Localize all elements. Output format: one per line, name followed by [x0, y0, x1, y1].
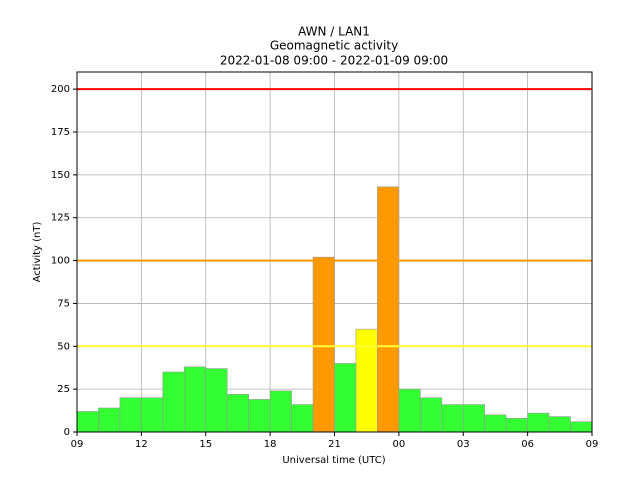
bar: [441, 404, 464, 433]
bar: [312, 256, 335, 433]
bar: [98, 407, 121, 433]
x-tick-label: 12: [135, 439, 148, 450]
x-axis-label: Universal time (UTC): [282, 455, 385, 466]
date-range: 2022-01-08 09:00 - 2022-01-09 09:00: [220, 54, 448, 68]
bar: [76, 411, 99, 433]
y-tick-label: 75: [57, 298, 70, 309]
bar: [355, 328, 378, 433]
x-tick-label: 15: [199, 439, 212, 450]
y-tick-label: 0: [64, 427, 70, 438]
bar: [205, 368, 228, 433]
y-tick-label: 150: [51, 170, 70, 181]
bar: [527, 412, 550, 433]
y-tick-label: 175: [51, 127, 70, 138]
bar: [398, 388, 421, 433]
chart-subtitle: Geomagnetic activity: [270, 39, 398, 53]
bar: [334, 363, 357, 433]
bar: [248, 399, 271, 433]
x-tick-label: 00: [393, 439, 406, 450]
bar: [420, 397, 443, 433]
bar: [291, 404, 314, 433]
bar: [226, 393, 249, 433]
bar: [548, 416, 571, 433]
x-tick-label: 06: [521, 439, 534, 450]
y-tick-label: 125: [51, 213, 70, 224]
x-tick-label: 21: [328, 439, 341, 450]
bar: [162, 371, 185, 433]
y-tick-label: 50: [57, 341, 70, 352]
bar: [505, 417, 528, 433]
bar: [183, 366, 207, 433]
bar: [484, 414, 507, 433]
x-tick-label: 09: [586, 439, 599, 450]
y-axis-label: Activity (nT): [32, 221, 43, 282]
y-tick-label: 200: [51, 84, 70, 95]
bar: [119, 397, 142, 433]
bar: [462, 404, 486, 433]
y-tick-label: 100: [51, 256, 70, 267]
bar: [570, 421, 593, 433]
x-tick-label: 09: [71, 439, 84, 450]
bar: [141, 397, 164, 433]
chart-title: AWN / LAN1: [298, 25, 370, 39]
bar: [269, 390, 292, 433]
y-tick-label: 25: [57, 384, 70, 395]
bar: [377, 186, 400, 433]
x-tick-label: 03: [457, 439, 470, 450]
x-tick-label: 18: [264, 439, 277, 450]
